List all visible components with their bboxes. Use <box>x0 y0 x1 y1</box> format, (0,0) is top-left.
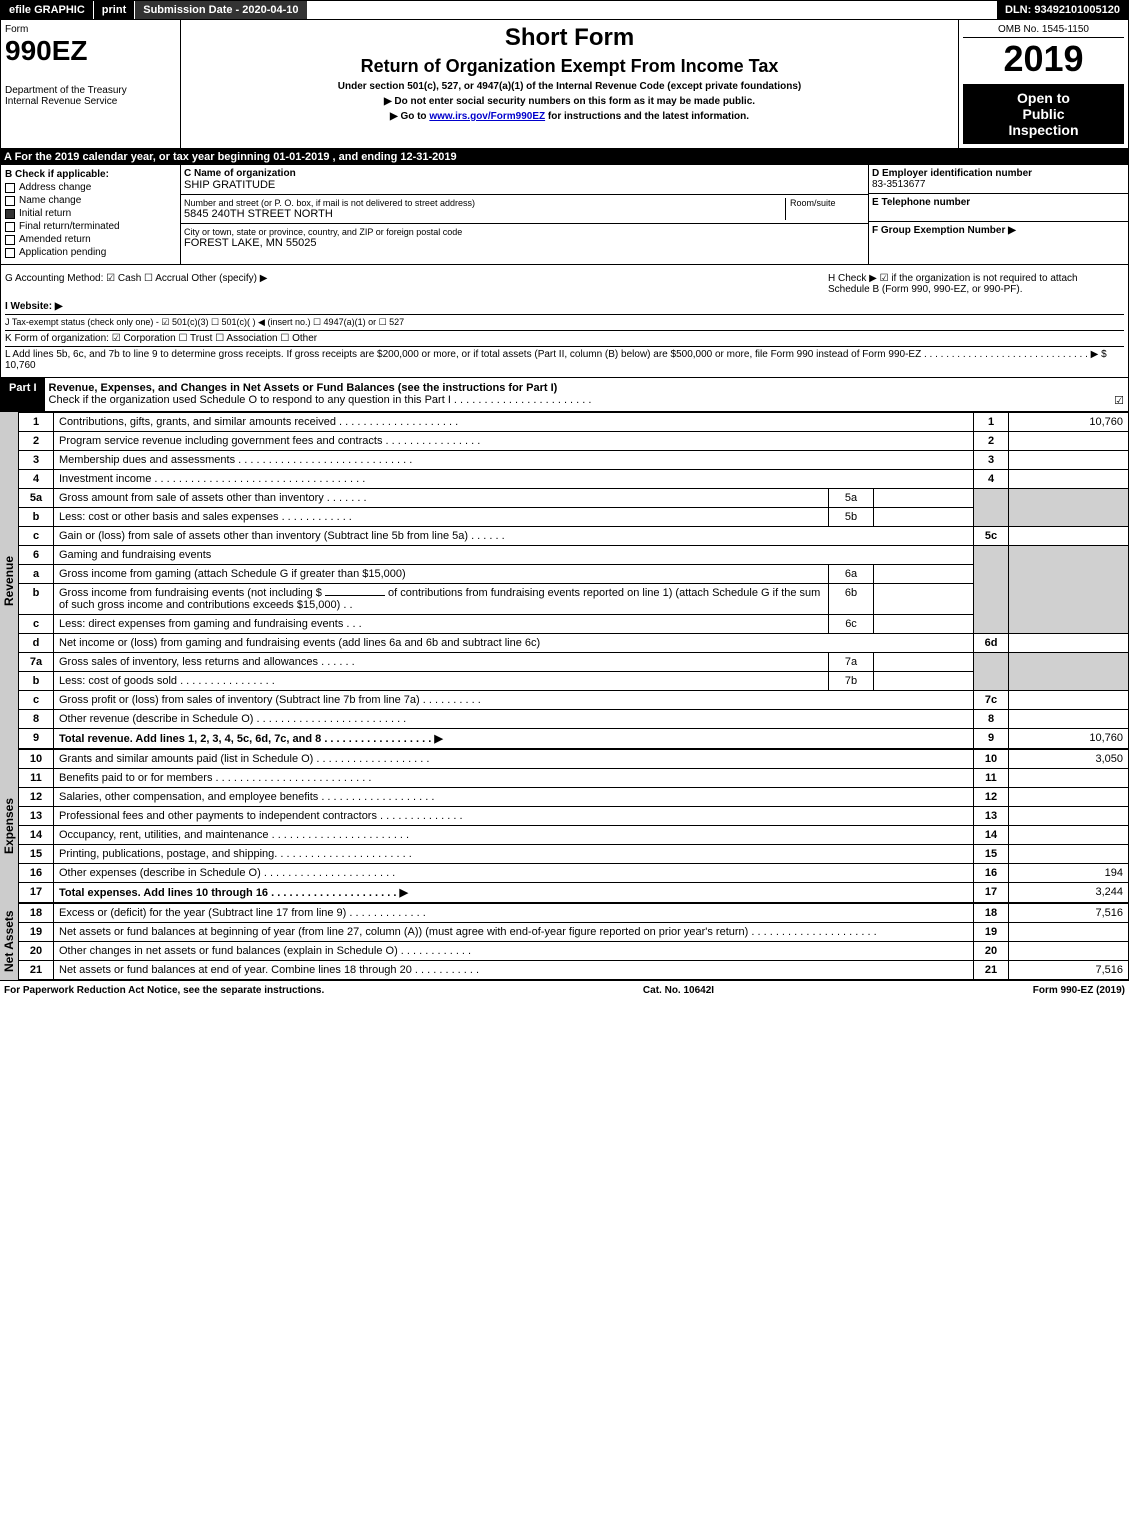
street-label: Number and street (or P. O. box, if mail… <box>184 198 785 208</box>
line-i: I Website: ▶ <box>5 299 1124 314</box>
row-8: 8Other revenue (describe in Schedule O) … <box>19 710 1129 729</box>
revenue-table: 1Contributions, gifts, grants, and simil… <box>18 412 1129 749</box>
cb-initial[interactable] <box>5 209 15 219</box>
part-1-checkbox[interactable]: ☑ <box>1114 394 1124 407</box>
row-12: 12Salaries, other compensation, and empl… <box>19 788 1129 807</box>
row-3: 3Membership dues and assessments . . . .… <box>19 451 1129 470</box>
street-value: 5845 240TH STREET NORTH <box>184 208 785 220</box>
return-title: Return of Organization Exempt From Incom… <box>185 56 954 77</box>
row-1: 1Contributions, gifts, grants, and simil… <box>19 413 1129 432</box>
row-6a: aGross income from gaming (attach Schedu… <box>19 565 1129 584</box>
dept-label: Department of the Treasury <box>5 85 176 96</box>
row-7b: bLess: cost of goods sold . . . . . . . … <box>19 672 1129 691</box>
form-word: Form <box>5 24 176 35</box>
row-6c: cLess: direct expenses from gaming and f… <box>19 615 1129 634</box>
row-10: 10Grants and similar amounts paid (list … <box>19 750 1129 769</box>
form-number: 990EZ <box>5 35 176 67</box>
footer-left: For Paperwork Reduction Act Notice, see … <box>4 985 324 996</box>
row-15: 15Printing, publications, postage, and s… <box>19 845 1129 864</box>
irs-link[interactable]: www.irs.gov/Form990EZ <box>429 111 545 122</box>
warning-ssn: ▶ Do not enter social security numbers o… <box>185 96 954 107</box>
goto-link-line: ▶ Go to www.irs.gov/Form990EZ for instru… <box>185 111 954 122</box>
room-label: Room/suite <box>785 198 865 220</box>
row-5b: bLess: cost or other basis and sales exp… <box>19 508 1129 527</box>
revenue-section: Revenue 1Contributions, gifts, grants, a… <box>0 412 1129 749</box>
line-k: K Form of organization: ☑ Corporation ☐ … <box>5 330 1124 346</box>
cb-amended[interactable] <box>5 235 15 245</box>
netassets-section: Net Assets 18Excess or (deficit) for the… <box>0 903 1129 980</box>
footer-mid: Cat. No. 10642I <box>643 985 714 996</box>
form-header: Form 990EZ Department of the Treasury In… <box>0 20 1129 149</box>
row-7c: cGross profit or (loss) from sales of in… <box>19 691 1129 710</box>
city-value: FOREST LAKE, MN 55025 <box>184 237 865 249</box>
dln-label: DLN: 93492101005120 <box>997 1 1128 19</box>
box-d-label: D Employer identification number <box>872 168 1125 179</box>
tax-year: 2019 <box>963 38 1124 80</box>
row-6d: dNet income or (loss) from gaming and fu… <box>19 634 1129 653</box>
box-e-label: E Telephone number <box>872 197 1125 208</box>
print-btn[interactable]: print <box>94 1 135 19</box>
netassets-table: 18Excess or (deficit) for the year (Subt… <box>18 903 1129 980</box>
row-11: 11Benefits paid to or for members . . . … <box>19 769 1129 788</box>
org-name: SHIP GRATITUDE <box>184 179 865 191</box>
cb-pending[interactable] <box>5 248 15 258</box>
ein-value: 83-3513677 <box>872 179 1125 190</box>
part-1-label: Part I <box>1 378 45 411</box>
line-g: G Accounting Method: ☑ Cash ☐ Accrual Ot… <box>5 269 824 299</box>
row-2: 2Program service revenue including gover… <box>19 432 1129 451</box>
part-1-title: Revenue, Expenses, and Changes in Net As… <box>49 382 1124 394</box>
under-section: Under section 501(c), 527, or 4947(a)(1)… <box>185 81 954 92</box>
cb-final[interactable] <box>5 222 15 232</box>
row-7a: 7aGross sales of inventory, less returns… <box>19 653 1129 672</box>
short-form-title: Short Form <box>185 24 954 52</box>
row-5c: cGain or (loss) from sale of assets othe… <box>19 527 1129 546</box>
org-info-grid: B Check if applicable: Address change Na… <box>0 165 1129 265</box>
row-9: 9Total revenue. Add lines 1, 2, 3, 4, 5c… <box>19 729 1129 749</box>
omb-number: OMB No. 1545-1150 <box>963 24 1124 38</box>
row-18: 18Excess or (deficit) for the year (Subt… <box>19 904 1129 923</box>
row-6b: bGross income from fundraising events (n… <box>19 584 1129 615</box>
efile-btn[interactable]: efile GRAPHIC <box>1 1 94 19</box>
page-footer: For Paperwork Reduction Act Notice, see … <box>0 980 1129 1000</box>
row-6: 6Gaming and fundraising events <box>19 546 1129 565</box>
row-21: 21Net assets or fund balances at end of … <box>19 961 1129 980</box>
line-l: L Add lines 5b, 6c, and 7b to line 9 to … <box>5 346 1124 373</box>
part-1-header: Part I Revenue, Expenses, and Changes in… <box>0 378 1129 412</box>
side-netassets: Net Assets <box>0 903 18 980</box>
top-bar: efile GRAPHIC print Submission Date - 20… <box>0 0 1129 20</box>
submission-date: Submission Date - 2020-04-10 <box>135 1 306 19</box>
row-5a: 5aGross amount from sale of assets other… <box>19 489 1129 508</box>
row-19: 19Net assets or fund balances at beginni… <box>19 923 1129 942</box>
box-c-label: C Name of organization <box>184 168 865 179</box>
row-14: 14Occupancy, rent, utilities, and mainte… <box>19 826 1129 845</box>
expenses-table: 10Grants and similar amounts paid (list … <box>18 749 1129 903</box>
cb-name[interactable] <box>5 196 15 206</box>
city-label: City or town, state or province, country… <box>184 227 865 237</box>
part-1-check-line: Check if the organization used Schedule … <box>49 394 1115 407</box>
open-public-box: Open to Public Inspection <box>963 84 1124 144</box>
lines-g-l: G Accounting Method: ☑ Cash ☐ Accrual Ot… <box>0 265 1129 378</box>
line-j: J Tax-exempt status (check only one) - ☑… <box>5 314 1124 330</box>
row-20: 20Other changes in net assets or fund ba… <box>19 942 1129 961</box>
box-b-label: B Check if applicable: <box>5 169 176 180</box>
period-line: A For the 2019 calendar year, or tax yea… <box>0 149 1129 165</box>
box-f-label: F Group Exemption Number ▶ <box>872 225 1125 236</box>
cb-address[interactable] <box>5 183 15 193</box>
side-expenses: Expenses <box>0 749 18 903</box>
row-13: 13Professional fees and other payments t… <box>19 807 1129 826</box>
expenses-section: Expenses 10Grants and similar amounts pa… <box>0 749 1129 903</box>
line-h: H Check ▶ ☑ if the organization is not r… <box>824 269 1124 299</box>
row-17: 17Total expenses. Add lines 10 through 1… <box>19 883 1129 903</box>
irs-label: Internal Revenue Service <box>5 96 176 107</box>
side-revenue: Revenue <box>0 412 18 749</box>
footer-right: Form 990-EZ (2019) <box>1033 985 1125 996</box>
row-16: 16Other expenses (describe in Schedule O… <box>19 864 1129 883</box>
row-4: 4Investment income . . . . . . . . . . .… <box>19 470 1129 489</box>
